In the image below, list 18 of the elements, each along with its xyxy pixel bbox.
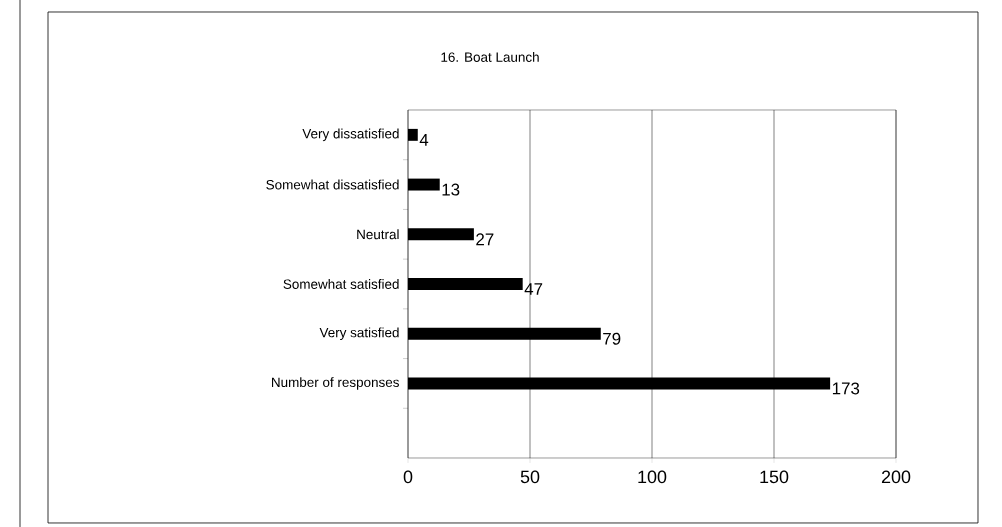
- y-tick-label: Very dissatisfied: [302, 128, 399, 142]
- x-tick-label: 200: [881, 470, 911, 484]
- x-tick-label: 100: [638, 470, 667, 484]
- chart-title: 16. Boat Launch: [441, 52, 539, 62]
- x-tick-label: 50: [520, 470, 540, 484]
- y-tick-label: Number of responses: [272, 377, 399, 390]
- x-tick-label: 150: [760, 470, 789, 484]
- y-tick-label: Very satisfied: [319, 327, 399, 340]
- data-label: 173: [832, 382, 860, 395]
- y-tick-label: Neutral: [357, 229, 399, 240]
- x-tick-label: 0: [403, 470, 413, 484]
- data-label: 47: [524, 283, 543, 295]
- data-label: 79: [603, 332, 621, 345]
- data-label: 13: [442, 183, 460, 196]
- data-label: 4: [419, 134, 429, 146]
- y-tick-label: Somewhat satisfied: [283, 279, 399, 289]
- data-label: 27: [476, 233, 494, 246]
- y-tick-label: Somewhat dissatisfied: [266, 179, 399, 190]
